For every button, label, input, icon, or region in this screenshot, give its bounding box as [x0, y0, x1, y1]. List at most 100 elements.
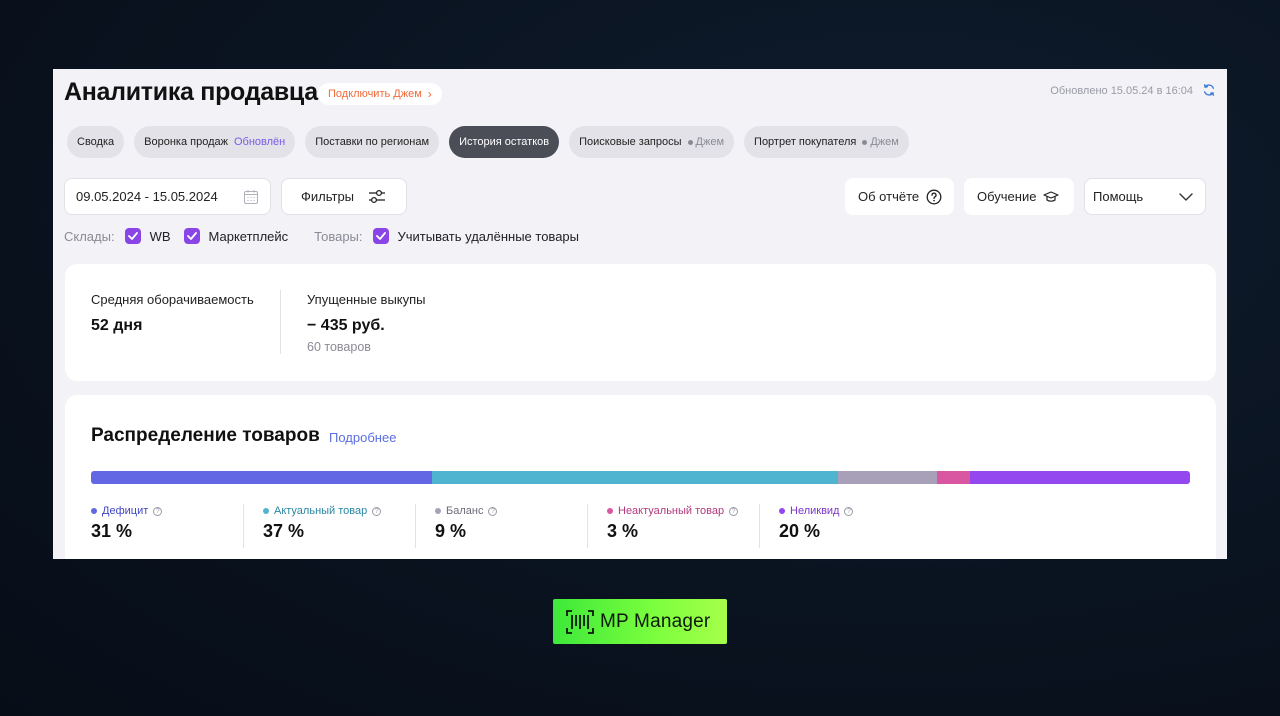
legend-item: Неликвид? 20 % — [779, 505, 854, 542]
mp-manager-logo: MP Manager — [553, 599, 727, 644]
refresh-icon[interactable] — [1202, 83, 1216, 97]
legend-item: Баланс? 9 % — [435, 505, 498, 542]
dot-icon — [687, 139, 693, 145]
tab-regional-supplies[interactable]: Поставки по регионам — [305, 126, 440, 158]
legend-divider — [587, 504, 588, 548]
wb-checkbox[interactable] — [124, 228, 141, 244]
deleted-goods-label: Учитывать удалённые товары — [397, 228, 579, 244]
tab-sales-funnel[interactable]: Воронка продаж Обновлён — [134, 126, 296, 158]
distribution-segment — [91, 471, 432, 484]
tab-search-queries[interactable]: Поисковые запросы Джем — [569, 126, 735, 158]
legend-label-text: Баланс — [446, 505, 484, 517]
missed-buyouts-value: − 435 руб. — [307, 317, 385, 334]
tab-buyer-portrait[interactable]: Портрет покупателя Джем — [744, 126, 909, 158]
turnover-value: 52 дня — [91, 317, 143, 334]
date-range-value: 09.05.2024 - 15.05.2024 — [76, 189, 218, 204]
legend-dot-icon — [779, 508, 785, 514]
filters-label: Фильтры — [301, 189, 355, 204]
report-tabs: Сводка Воронка продаж Обновлён Поставки … — [67, 126, 909, 158]
distribution-segment — [970, 471, 1190, 484]
legend-dot-icon — [91, 508, 97, 514]
distribution-bar — [91, 471, 1190, 484]
legend-divider — [415, 504, 416, 548]
legend-divider — [759, 504, 760, 548]
connect-dzhem-label: Подключить Джем — [328, 88, 422, 100]
legend-value: 20 % — [779, 521, 821, 541]
barcode-icon — [566, 609, 594, 634]
tab-summary[interactable]: Сводка — [67, 126, 125, 158]
dot-icon — [862, 139, 868, 145]
tab-stock-history[interactable]: История остатков — [449, 126, 560, 158]
legend-label: Неактуальный товар? — [607, 505, 739, 517]
check-icon — [375, 232, 386, 240]
legend-item: Неактуальный товар? 3 % — [607, 505, 739, 542]
updated-timestamp: Обновлено 15.05.24 в 16:04 — [1050, 85, 1193, 97]
tab-label: Воронка продаж — [144, 136, 228, 148]
info-icon[interactable]: ? — [488, 506, 498, 516]
tab-label: Сводка — [77, 136, 115, 148]
help-label: Помощь — [1093, 189, 1144, 204]
page-title: Аналитика продавца — [64, 78, 318, 106]
legend-label: Актуальный товар? — [263, 505, 382, 517]
legend-value: 9 % — [435, 521, 467, 541]
filter-checkboxes: Склады: WB Маркетплейс Товары: Учитывать… — [64, 228, 592, 244]
check-icon — [127, 232, 138, 240]
legend-label: Дефицит? — [91, 505, 163, 517]
info-icon[interactable]: ? — [729, 506, 739, 516]
info-icon[interactable]: ? — [844, 506, 854, 516]
dzhem-label: Джем — [695, 136, 725, 148]
info-icon[interactable]: ? — [372, 506, 382, 516]
tab-label: Поисковые запросы — [579, 136, 682, 148]
check-icon — [186, 232, 197, 240]
legend-item: Дефицит? 31 % — [91, 505, 163, 542]
stats-card: Средняя оборачиваемость 52 дня Упущенные… — [65, 264, 1216, 381]
turnover-label: Средняя оборачиваемость — [91, 292, 254, 307]
distribution-segment — [431, 471, 839, 484]
info-icon[interactable]: ? — [153, 506, 163, 516]
more-details-link[interactable]: Подробнее — [329, 430, 397, 445]
deleted-goods-checkbox[interactable] — [372, 228, 389, 244]
missed-buyouts-count: 60 товаров — [307, 340, 371, 354]
filters-button[interactable]: Фильтры — [281, 178, 407, 215]
dzhem-badge: Джем — [687, 136, 725, 148]
legend-divider — [243, 504, 244, 548]
legend-label-text: Неликвид — [790, 505, 840, 517]
legend-label-text: Неактуальный товар — [618, 505, 725, 517]
learning-button[interactable]: Обучение — [964, 178, 1074, 215]
legend-label: Баланс? — [435, 505, 498, 517]
graduation-cap-icon — [1043, 190, 1060, 202]
chevron-down-icon — [1179, 193, 1193, 201]
distribution-segment — [937, 471, 971, 484]
dzhem-badge: Джем — [862, 136, 899, 148]
missed-buyouts-label: Упущенные выкупы — [307, 292, 426, 307]
legend-label-text: Дефицит — [102, 505, 149, 517]
legend-value: 37 % — [263, 521, 305, 541]
brand-name: MP Manager — [600, 610, 711, 632]
analytics-window: Аналитика продавца Подключить Джем › Обн… — [53, 69, 1227, 559]
tab-label: Портрет покупателя — [754, 136, 857, 148]
marketplace-checkbox[interactable] — [183, 228, 200, 244]
question-icon — [926, 189, 942, 204]
date-range-picker[interactable]: 09.05.2024 - 15.05.2024 — [64, 178, 271, 215]
legend-value: 3 % — [607, 521, 639, 541]
updated-badge: Обновлён — [233, 136, 286, 148]
distribution-title: Распределение товаров — [91, 425, 320, 446]
legend-dot-icon — [435, 508, 441, 514]
connect-dzhem-button[interactable]: Подключить Джем › — [318, 83, 442, 105]
help-dropdown[interactable]: Помощь — [1084, 178, 1206, 215]
warehouses-label: Склады: — [64, 228, 115, 244]
tab-label: Поставки по регионам — [315, 136, 430, 148]
wb-label: WB — [149, 228, 171, 244]
legend-label-text: Актуальный товар — [274, 505, 368, 517]
legend-dot-icon — [263, 508, 269, 514]
divider — [280, 290, 281, 354]
goods-label: Товары: — [314, 228, 363, 244]
learning-label: Обучение — [977, 189, 1037, 204]
about-report-button[interactable]: Об отчёте — [845, 178, 954, 215]
legend-label: Неликвид? — [779, 505, 854, 517]
chevron-right-icon: › — [427, 87, 432, 101]
marketplace-label: Маркетплейс — [208, 228, 289, 244]
legend-value: 31 % — [91, 521, 133, 541]
distribution-segment — [838, 471, 938, 484]
distribution-card: Распределение товаров Подробнее Дефицит?… — [65, 395, 1216, 559]
